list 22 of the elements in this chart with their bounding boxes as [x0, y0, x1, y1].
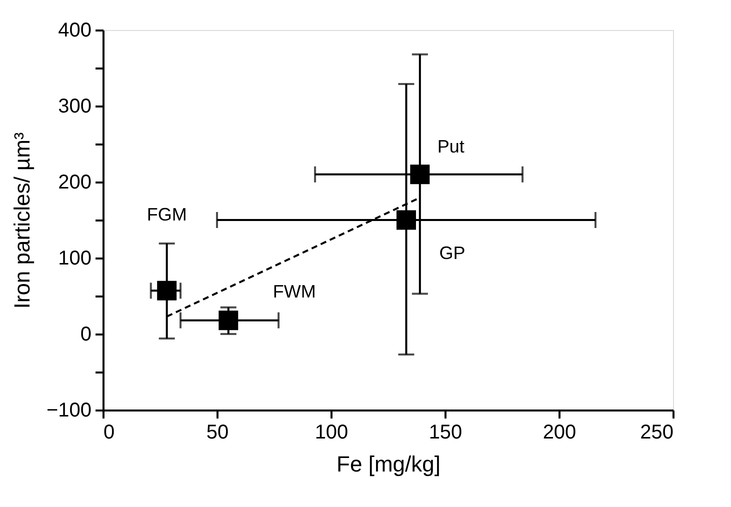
- point: [396, 210, 416, 230]
- y-axis-title: Iron particles/ µm³: [9, 132, 34, 309]
- point: [157, 280, 177, 300]
- y-tick-label: −100: [46, 400, 92, 422]
- y-tick-label: 400: [58, 20, 92, 42]
- x-tick-label: 250: [640, 422, 674, 444]
- x-tick-label: 50: [206, 422, 229, 444]
- annotation: FWM: [272, 281, 316, 302]
- x-tick-label: 150: [428, 422, 462, 444]
- y-tick-label: 0: [80, 324, 92, 346]
- y-tick-label: 200: [58, 172, 92, 194]
- x-tick-label: 200: [542, 422, 576, 444]
- x-axis-title: Fe [mg/kg]: [336, 452, 440, 476]
- annotation: GP: [439, 243, 466, 263]
- y-tick-label: 300: [58, 96, 92, 118]
- y-tick-label: 100: [58, 248, 92, 270]
- annotation: Put: [437, 136, 464, 156]
- point: [410, 164, 430, 184]
- x-tick-label: 100: [314, 422, 348, 444]
- point: [218, 310, 238, 330]
- annotation: FGM: [146, 204, 187, 225]
- x-tick-label: 0: [104, 422, 115, 444]
